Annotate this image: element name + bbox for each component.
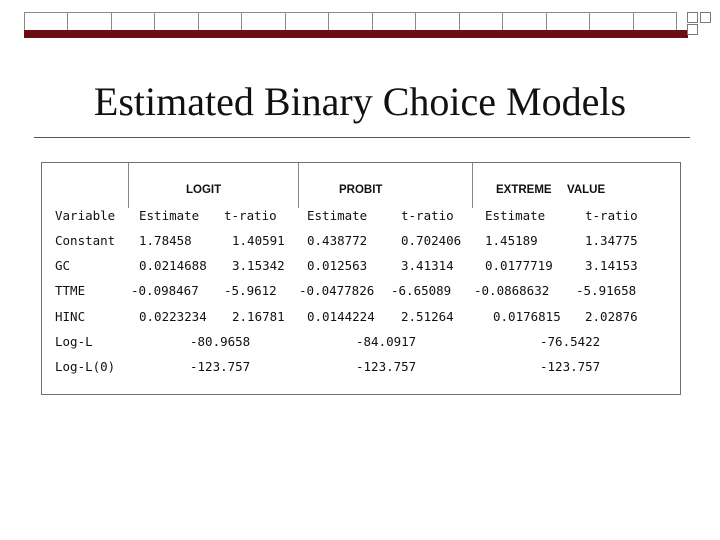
header-grid — [24, 12, 678, 38]
header-grid-cell — [372, 12, 417, 38]
table-cell: 0.0214688 — [139, 258, 207, 273]
table-cell: -0.0868632 — [474, 283, 550, 298]
table-cell: -5.91658 — [576, 283, 637, 298]
table-cell: -76.5422 — [540, 334, 601, 349]
header-grid-cell — [590, 12, 634, 38]
header-grid-cell — [242, 12, 286, 38]
model-header-logit: LOGIT — [186, 184, 222, 196]
table-cell: -0.098467 — [131, 283, 199, 298]
header-grid-cell — [68, 12, 112, 38]
table-cell: 3.14153 — [585, 258, 638, 273]
header-grid-cell — [416, 12, 460, 38]
header-grid-cell — [329, 12, 373, 38]
table-cell-variable: Constant — [55, 233, 116, 248]
table-cell: -6.65089 — [391, 283, 452, 298]
table-cell: -84.0917 — [356, 334, 417, 349]
table-cell: 1.45189 — [485, 233, 538, 248]
table-divider — [472, 163, 473, 208]
table-cell: 0.438772 — [307, 233, 368, 248]
table-cell: 0.012563 — [307, 258, 368, 273]
table-cell-variable: TTME — [55, 283, 86, 298]
table-cell: 0.0223234 — [139, 309, 207, 324]
table-cell-variable: Log-L(0) — [55, 359, 116, 374]
table-cell: 3.15342 — [232, 258, 285, 273]
table-cell: 0.0144224 — [307, 309, 375, 324]
table-cell: 0.702406 — [401, 233, 462, 248]
header-grid-cell — [546, 12, 591, 38]
table-cell-variable: Log-L — [55, 334, 93, 349]
table-cell-variable: HINC — [55, 309, 86, 324]
model-header-value: VALUE — [567, 184, 606, 196]
header-grid-cell — [503, 12, 547, 38]
header-grid-cell — [198, 12, 243, 38]
column-header: t-ratio — [224, 208, 277, 223]
table-cell: 3.41314 — [401, 258, 454, 273]
table-cell: -123.757 — [356, 359, 417, 374]
header-grid-cell — [285, 12, 330, 38]
column-header: Variable — [55, 208, 116, 223]
corner-square — [687, 12, 698, 23]
table-cell: 0.0176815 — [493, 309, 561, 324]
header-grid-cell — [25, 12, 69, 38]
column-header: t-ratio — [401, 208, 454, 223]
column-header: Estimate — [139, 208, 200, 223]
table-divider — [298, 163, 299, 208]
model-header-extreme: EXTREME — [496, 184, 552, 196]
table-cell: 2.02876 — [585, 309, 638, 324]
table-cell: -5.9612 — [224, 283, 277, 298]
table-cell: -80.9658 — [190, 334, 251, 349]
slide-title: Estimated Binary Choice Models — [93, 79, 627, 124]
table-cell-variable: GC — [55, 258, 71, 273]
column-header: t-ratio — [585, 208, 638, 223]
table-cell: 2.16781 — [232, 309, 285, 324]
results-table — [41, 162, 681, 395]
table-divider — [128, 163, 129, 208]
column-header: Estimate — [485, 208, 546, 223]
table-cell: 0.0177719 — [485, 258, 553, 273]
table-cell: 2.51264 — [401, 309, 454, 324]
column-header: Estimate — [307, 208, 368, 223]
header-stripe — [24, 30, 688, 38]
corner-square — [700, 12, 711, 23]
table-cell: -123.757 — [190, 359, 251, 374]
header-grid-cell — [633, 12, 678, 38]
table-cell: -0.0477826 — [299, 283, 375, 298]
header-grid-cell — [155, 12, 199, 38]
header-grid-cell — [459, 12, 504, 38]
model-header-probit: PROBIT — [339, 184, 383, 196]
corner-square — [687, 24, 698, 35]
table-cell: 1.34775 — [585, 233, 638, 248]
table-cell: 1.78458 — [139, 233, 192, 248]
table-cell: -123.757 — [540, 359, 601, 374]
header-grid-cell — [111, 12, 156, 38]
table-cell: 1.40591 — [232, 233, 285, 248]
title-divider — [34, 137, 690, 138]
